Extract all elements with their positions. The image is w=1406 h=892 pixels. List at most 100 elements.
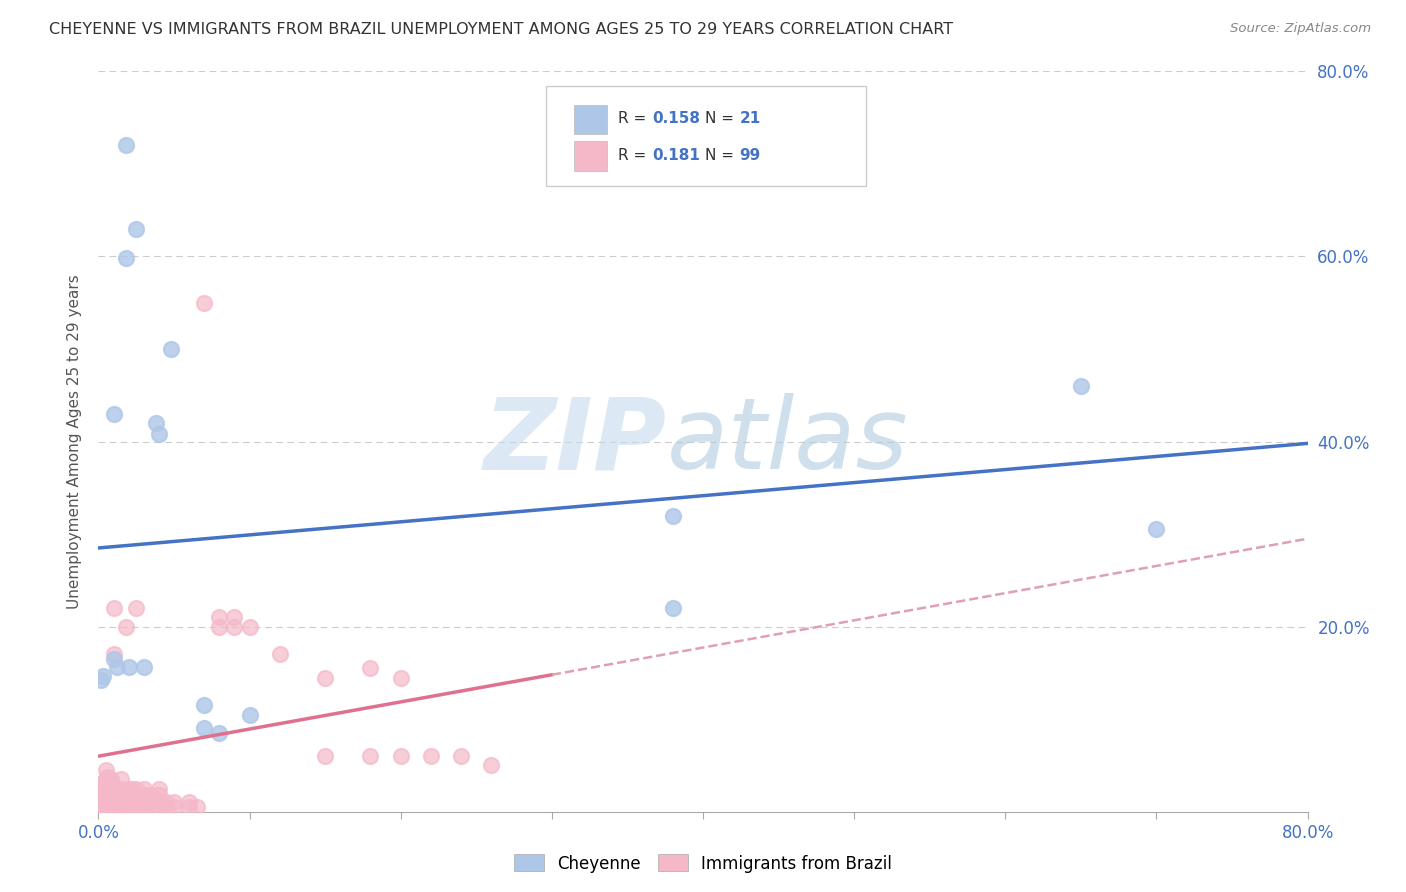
Point [121, 796, 143, 810]
Point [103, 788, 125, 802]
Point [269, 648, 291, 662]
Point [105, 788, 128, 802]
Point [96, 800, 118, 814]
Point [93, 777, 115, 791]
Point [98, 800, 121, 814]
Point [114, 800, 136, 814]
Point [103, 407, 125, 421]
Point [111, 796, 134, 810]
Point [129, 796, 152, 810]
Point [360, 661, 382, 675]
Point [100, 796, 122, 810]
Point [132, 781, 155, 796]
Point [91, 796, 114, 810]
Point [360, 749, 382, 764]
Point [96, 790, 118, 805]
Point [94, 796, 117, 810]
Text: ZIP: ZIP [484, 393, 666, 490]
Point [93, 784, 115, 798]
Point [121, 800, 143, 814]
Point [121, 788, 143, 802]
Point [118, 788, 141, 802]
Point [239, 619, 262, 633]
Point [148, 800, 170, 814]
Point [114, 252, 136, 266]
Point [103, 648, 125, 662]
Text: CHEYENNE VS IMMIGRANTS FROM BRAZIL UNEMPLOYMENT AMONG AGES 25 TO 29 YEARS CORREL: CHEYENNE VS IMMIGRANTS FROM BRAZIL UNEMP… [49, 22, 953, 37]
Text: 0.158: 0.158 [652, 112, 700, 127]
Point [91, 668, 114, 682]
FancyBboxPatch shape [574, 141, 607, 170]
Point [90, 673, 112, 688]
Point [96, 796, 118, 810]
Point [94, 788, 117, 802]
Legend: Cheyenne, Immigrants from Brazil: Cheyenne, Immigrants from Brazil [508, 847, 898, 880]
Text: N =: N = [706, 148, 740, 163]
Point [155, 796, 177, 810]
Point [129, 800, 152, 814]
Point [132, 788, 155, 802]
Point [89, 796, 111, 810]
Point [481, 758, 503, 772]
Point [94, 800, 117, 814]
Point [208, 619, 231, 633]
Text: 99: 99 [740, 148, 761, 163]
Point [1070, 379, 1092, 393]
Point [129, 788, 152, 802]
Point [98, 781, 121, 796]
Point [121, 781, 143, 796]
Point [314, 671, 336, 685]
Point [100, 781, 122, 796]
Text: 21: 21 [740, 112, 761, 127]
Point [193, 722, 215, 736]
Point [208, 726, 231, 740]
Point [132, 800, 155, 814]
Point [103, 601, 125, 615]
Point [420, 749, 443, 764]
Point [98, 796, 121, 810]
Point [108, 800, 131, 814]
Point [148, 796, 170, 810]
Point [141, 800, 163, 814]
Point [148, 788, 170, 802]
Point [239, 707, 262, 722]
Point [111, 800, 134, 814]
Text: R =: R = [619, 112, 651, 127]
Text: R =: R = [619, 148, 651, 163]
Text: atlas: atlas [666, 393, 908, 490]
Point [224, 610, 246, 624]
Point [389, 671, 412, 685]
Point [193, 698, 215, 713]
Point [224, 619, 246, 633]
Point [148, 781, 170, 796]
Point [101, 796, 124, 810]
Point [105, 660, 128, 674]
Point [101, 788, 124, 802]
Point [160, 342, 183, 356]
FancyBboxPatch shape [574, 104, 607, 135]
Point [1144, 523, 1167, 537]
Point [125, 601, 148, 615]
Point [193, 295, 215, 310]
Point [163, 800, 186, 814]
Point [100, 800, 122, 814]
Point [110, 781, 132, 796]
Point [93, 800, 115, 814]
Point [179, 800, 201, 814]
Point [163, 796, 186, 810]
Point [114, 788, 136, 802]
Point [91, 779, 114, 793]
Point [125, 800, 148, 814]
Point [110, 772, 132, 787]
Point [90, 796, 112, 810]
Text: N =: N = [706, 112, 740, 127]
Point [90, 800, 112, 814]
Point [141, 796, 163, 810]
Point [118, 660, 141, 674]
Point [96, 770, 118, 784]
Point [114, 138, 136, 153]
Point [118, 781, 141, 796]
Point [91, 790, 114, 805]
Point [105, 800, 128, 814]
Point [125, 781, 148, 796]
